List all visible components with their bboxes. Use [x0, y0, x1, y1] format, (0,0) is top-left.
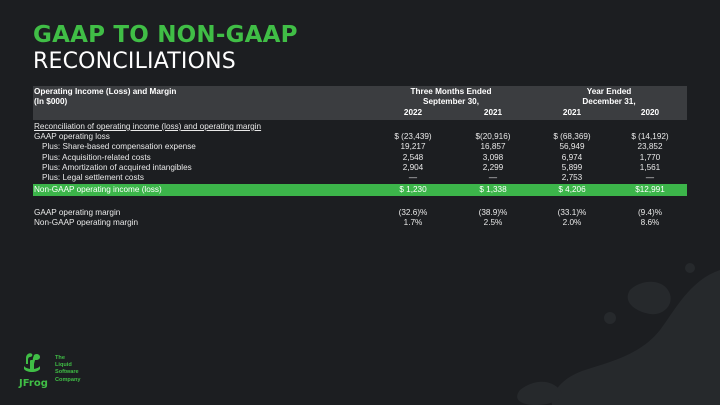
row-value: 2,548	[402, 152, 424, 162]
row-value: (32.6)%	[398, 207, 428, 217]
row-value: 56,949	[559, 142, 585, 152]
row-value: 2,299	[482, 163, 504, 173]
row-value: 1.7%	[403, 218, 423, 228]
tagline-line: Company	[55, 376, 81, 383]
row-value: 16,857	[480, 142, 506, 152]
header-group2-line1: Year Ended	[586, 87, 632, 96]
header-group1-line2: September 30,	[423, 97, 479, 107]
table-row: Plus: Acquisition-related costs 2,548 3,…	[33, 153, 687, 163]
row-label: GAAP operating loss	[34, 132, 110, 142]
row-value: $ (68,369)	[553, 132, 591, 142]
row-value: 6,974	[561, 152, 583, 162]
header-year: 2022	[371, 107, 455, 120]
row-label: Plus: Amortization of acquired intangibl…	[42, 163, 192, 173]
header-group-three-months: Three Months Ended September 30,	[371, 86, 531, 108]
header-label-line2: (In $000)	[34, 97, 68, 107]
tagline-line: Liquid	[55, 362, 72, 369]
row-value: 1,770	[639, 152, 661, 162]
row-value: 3,098	[482, 152, 504, 162]
row-value: 23,852	[637, 142, 663, 152]
row-value: $12,991	[613, 183, 687, 196]
row-value: $ 1,230	[371, 183, 455, 196]
row-value: (33.1)%	[557, 207, 587, 217]
table-year-row: 2022 2021 2021 2020	[33, 107, 687, 120]
row-value: 2,904	[402, 163, 424, 173]
logo-wordmark: JFrog	[18, 378, 48, 389]
row-value: —	[645, 173, 655, 183]
tagline-line: The	[55, 355, 65, 361]
header-group1-line1: Three Months Ended	[410, 87, 492, 96]
slide-title: GAAP TO NON-GAAP	[33, 22, 298, 48]
row-label: GAAP operating margin	[34, 207, 121, 217]
row-value: $ (14,192)	[631, 132, 669, 142]
row-label: Plus: Legal settlement costs	[42, 173, 144, 183]
table-row: Plus: Amortization of acquired intangibl…	[33, 163, 687, 173]
header-label-line1: Operating Income (Loss) and Margin	[34, 87, 177, 96]
row-value: $ 4,206	[531, 183, 613, 196]
slide-subtitle: RECONCILIATIONS	[33, 49, 236, 74]
table-row: Non-GAAP operating margin 1.7% 2.5% 2.0%…	[33, 218, 687, 228]
logo-tagline: The Liquid Software Company	[55, 355, 81, 384]
tagline-line: Software	[55, 369, 79, 376]
header-group-year-ended: Year Ended December 31,	[531, 86, 687, 108]
row-value: 5,899	[561, 163, 583, 173]
row-value: $(20,916)	[475, 132, 511, 142]
header-group2-line2: December 31,	[582, 97, 636, 107]
row-value: (38.9)%	[478, 207, 508, 217]
table-row: Plus: Legal settlement costs — — 2,753 —	[33, 173, 687, 183]
row-label: Plus: Acquisition-related costs	[42, 152, 151, 162]
header-year: 2021	[531, 107, 613, 120]
row-value: $ 1,338	[455, 183, 531, 196]
row-value: 1,561	[639, 163, 661, 173]
header-year: 2021	[455, 107, 531, 120]
row-value: 8.6%	[640, 218, 660, 228]
table-row: Plus: Share-based compensation expense 1…	[33, 142, 687, 152]
table-row: GAAP operating margin (32.6)% (38.9)% (3…	[33, 208, 687, 218]
table-header-row: Operating Income (Loss) and Margin (In $…	[33, 86, 687, 120]
row-value: 2,753	[561, 173, 583, 183]
row-value: (9.4)%	[637, 207, 663, 217]
row-label: Plus: Share-based compensation expense	[42, 142, 196, 152]
jfrog-logo: JFrog	[18, 353, 48, 389]
row-value: 2.5%	[483, 218, 503, 228]
row-value: $ (23,439)	[394, 132, 432, 142]
non-gaap-total-row: Non-GAAP operating income (loss) $ 1,230…	[33, 183, 687, 196]
header-label-cell: Operating Income (Loss) and Margin (In $…	[33, 86, 371, 120]
row-label: Non-GAAP operating income (loss)	[33, 183, 371, 196]
section-title-row: Reconciliation of operating income (loss…	[33, 122, 687, 132]
row-value: —	[488, 173, 498, 183]
reconciliation-table: Operating Income (Loss) and Margin (In $…	[33, 86, 687, 229]
row-value: 19,217	[400, 142, 426, 152]
section-title: Reconciliation of operating income (loss…	[34, 121, 262, 131]
row-value: —	[408, 173, 418, 183]
row-value: 2.0%	[562, 218, 582, 228]
table-row: GAAP operating loss $ (23,439) $(20,916)…	[33, 132, 687, 142]
liquid-splash-graphic	[517, 263, 720, 405]
row-label: Non-GAAP operating margin	[34, 218, 139, 228]
header-year: 2020	[613, 107, 687, 120]
